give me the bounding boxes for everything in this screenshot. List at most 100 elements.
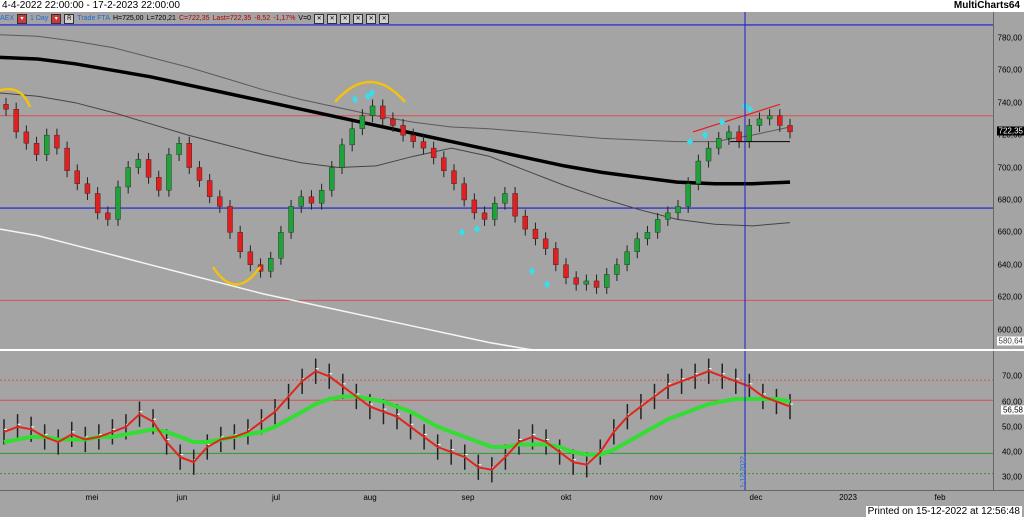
close-icon[interactable]: ✕ [353,13,364,24]
indicator-axis[interactable]: 70,00 60,00 50,00 40,00 30,00 56,58 [993,351,1024,490]
symbol-label[interactable]: AEX [0,15,15,22]
last-price-badge: 722,35 [996,126,1024,136]
month-label: okt [560,493,572,502]
trade-label[interactable]: Trade FTA [77,15,110,22]
date-range: 4-4-2022 22:00:00 - 17-2-2023 22:00:00 [2,0,180,11]
candle [186,143,192,168]
candle [624,251,630,265]
indicator-tick-label: 50,00 [1001,422,1022,432]
printed-timestamp: Printed on 15-12-2022 at 12:56:48 [865,506,1022,517]
candle [125,167,131,188]
signal-marker [365,92,371,101]
candle [634,238,640,252]
signal-marker [529,267,535,276]
candle [665,212,671,220]
highlight-arc [211,266,262,286]
candle [522,215,528,230]
candle [451,170,457,184]
change-pct-value: -1,17% [273,15,296,22]
close-icon[interactable]: ✕ [340,13,351,24]
candle [23,131,30,144]
month-label: sep [461,493,475,502]
candle [156,177,162,191]
month-label: dec [749,493,763,502]
candle [512,193,518,217]
candle [532,228,539,240]
candle [461,183,467,201]
candle [420,141,427,149]
close-value: C=722,35 [178,15,210,22]
close-icon[interactable]: ✕ [314,13,325,24]
candle [563,264,569,278]
trend-line [692,103,781,133]
candle [492,202,498,220]
indicator-chart-svg [0,351,993,490]
timeframe-button[interactable]: ▾ [17,13,28,24]
candle [593,280,600,288]
highlight-arc [334,80,406,103]
candle [359,115,366,129]
price-tick-label: 660,00 [997,227,1022,237]
indicator-tick-label: 60,00 [1001,397,1022,407]
indicator-pane[interactable] [0,351,993,490]
timeframe-label[interactable]: 1 Day [30,15,49,22]
signal-marker [687,137,693,146]
candle [94,193,101,214]
candle [481,212,488,220]
candle [726,131,732,139]
candle [553,248,559,265]
candle [44,134,50,155]
candle [573,277,579,285]
high-value: H=725,00 [113,15,144,22]
indicator-tick-label: 70,00 [1001,371,1022,381]
ma-black-line [0,55,791,186]
candle [308,196,315,204]
month-label: nov [649,493,663,502]
close-icon[interactable]: ✕ [327,13,338,24]
price-tick-label: 640,00 [997,260,1022,270]
ma-slow-line [3,394,791,457]
candle [64,147,70,171]
candle [695,160,702,184]
candle [471,199,478,214]
candle [675,206,681,214]
candle [3,104,9,110]
candle [318,190,325,204]
close-icon[interactable]: ✕ [366,13,377,24]
candle [237,232,243,252]
close-icon[interactable]: ✕ [379,13,390,24]
signal-marker [747,105,753,114]
status-bar: AEX ▾ 1 Day ▾ R Trade FTA H=725,00 L=720… [0,13,390,24]
candle [410,134,416,142]
sma-badge: 580,64 [996,336,1024,346]
candle [105,212,111,220]
candle [400,125,406,136]
price-chart-pane[interactable] [0,12,993,350]
last-value: Last=722,35 [212,15,252,22]
signal-marker [719,118,725,127]
candle [502,193,508,204]
price-axis[interactable]: 780,00760,00740,00720,00700,00680,00660,… [993,12,1024,349]
candle [196,167,203,181]
candle [390,118,396,126]
signal-marker [544,280,550,289]
candle [644,232,651,240]
candle [115,186,121,220]
change-value: -8,52 [254,15,271,22]
resolution-button[interactable]: ▾ [51,13,62,24]
candle [206,180,213,197]
candle [685,183,691,207]
price-tick-label: 700,00 [997,163,1022,173]
r-button[interactable]: R [64,13,75,24]
month-label: jun [176,493,188,502]
highlight-arc [0,87,32,108]
candle [441,157,447,171]
candle [145,159,152,178]
title-bar: 4-4-2022 22:00:00 - 17-2-2023 22:00:00 M… [0,0,1024,12]
candle [288,206,294,233]
signal-marker [474,225,480,234]
time-axis[interactable]: Printed on 15-12-2022 at 12:56:48 mei jun… [0,490,1024,517]
brand-label: MultiCharts64 [953,0,1020,11]
crosshair-date-label: 1-12-2022 [740,456,747,488]
price-tick-label: 620,00 [997,292,1022,302]
